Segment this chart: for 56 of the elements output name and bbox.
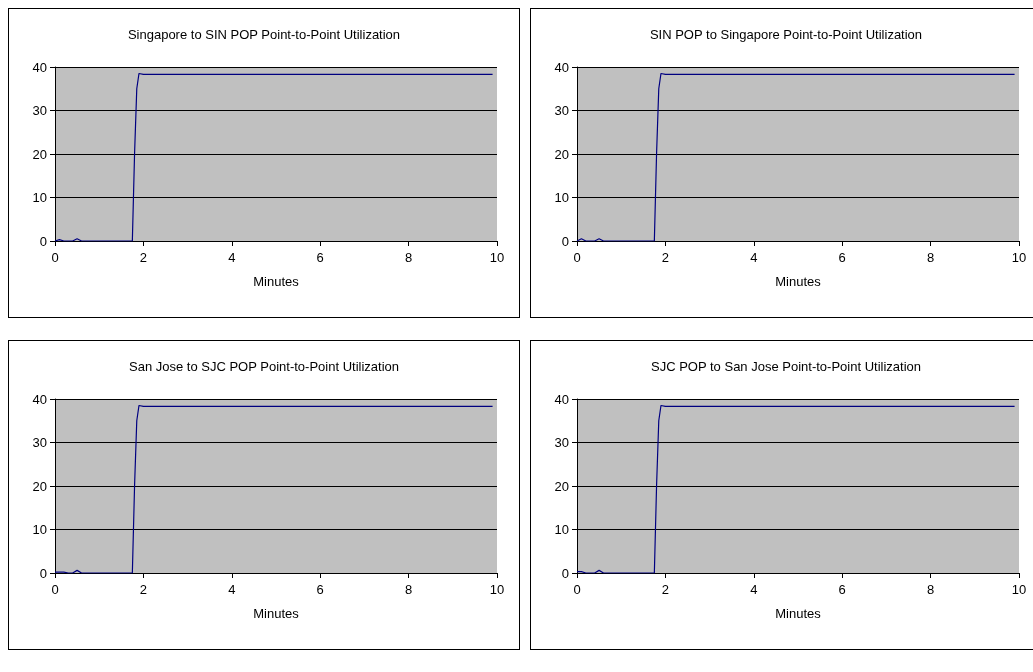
x-tick-label: 0 — [573, 250, 581, 265]
x-tick-label: 6 — [838, 250, 846, 265]
y-tick-label: 40 — [32, 59, 47, 75]
y-tick-label: 0 — [39, 233, 47, 249]
y-tick-label: 20 — [32, 478, 47, 494]
y-tick-label: 10 — [32, 522, 47, 537]
y-tick-label: 0 — [561, 565, 569, 581]
x-tick-label: 8 — [404, 250, 413, 265]
chart-title: SJC POP to San Jose Point-to-Point Utilization — [651, 359, 921, 374]
x-tick-label: 0 — [51, 582, 59, 597]
x-tick-label: 4 — [228, 250, 236, 265]
x-tick-label: 8 — [926, 250, 935, 265]
line-series — [576, 404, 1016, 574]
x-tick-label: 2 — [661, 582, 670, 597]
line-series — [54, 72, 494, 242]
x-tick-label: 8 — [404, 582, 413, 597]
y-tick-label: 20 — [32, 146, 47, 162]
y-tick-label: 10 — [554, 190, 569, 205]
x-tick-label: 2 — [139, 250, 148, 265]
chart-title: San Jose to SJC POP Point-to-Point Utilization — [129, 359, 399, 374]
y-tick-label: 0 — [561, 233, 569, 249]
x-tick-label: 4 — [228, 582, 236, 597]
y-tick-label: 40 — [554, 59, 569, 75]
x-tick-label: 6 — [316, 582, 324, 597]
y-tick-label: 30 — [32, 435, 47, 450]
chart-title: SIN POP to Singapore Point-to-Point Utilization — [649, 27, 923, 42]
x-tick-label: 10 — [1011, 250, 1027, 265]
x-tick-label: 8 — [926, 582, 935, 597]
y-tick-label: 40 — [554, 391, 569, 407]
y-tick-label: 10 — [32, 190, 47, 205]
x-tick-label: 10 — [489, 582, 505, 597]
y-tick-label: 0 — [39, 565, 47, 581]
y-tick-label: 30 — [554, 435, 569, 450]
x-tick-label: 0 — [51, 250, 59, 265]
y-tick-label: 20 — [554, 146, 569, 162]
chart-title: Singapore to SIN POP Point-to-Point Utilization — [127, 27, 401, 42]
line-series — [54, 404, 494, 574]
x-tick-label: 10 — [1011, 582, 1027, 597]
x-axis-title: Minutes — [253, 606, 300, 621]
y-tick-label: 10 — [554, 522, 569, 537]
x-tick-label: 2 — [139, 582, 148, 597]
y-tick-label: 30 — [32, 103, 47, 118]
y-tick-label: 30 — [554, 103, 569, 118]
x-axis-title: Minutes — [253, 274, 300, 289]
x-tick-label: 6 — [838, 582, 846, 597]
x-tick-label: 2 — [661, 250, 670, 265]
x-tick-label: 4 — [750, 250, 758, 265]
y-tick-label: 20 — [554, 478, 569, 494]
line-series — [576, 72, 1016, 242]
y-tick-label: 40 — [32, 391, 47, 407]
x-axis-title: Minutes — [775, 606, 822, 621]
x-tick-label: 10 — [489, 250, 505, 265]
x-tick-label: 6 — [316, 250, 324, 265]
x-tick-label: 0 — [573, 582, 581, 597]
x-axis-title: Minutes — [775, 274, 822, 289]
x-tick-label: 4 — [750, 582, 758, 597]
